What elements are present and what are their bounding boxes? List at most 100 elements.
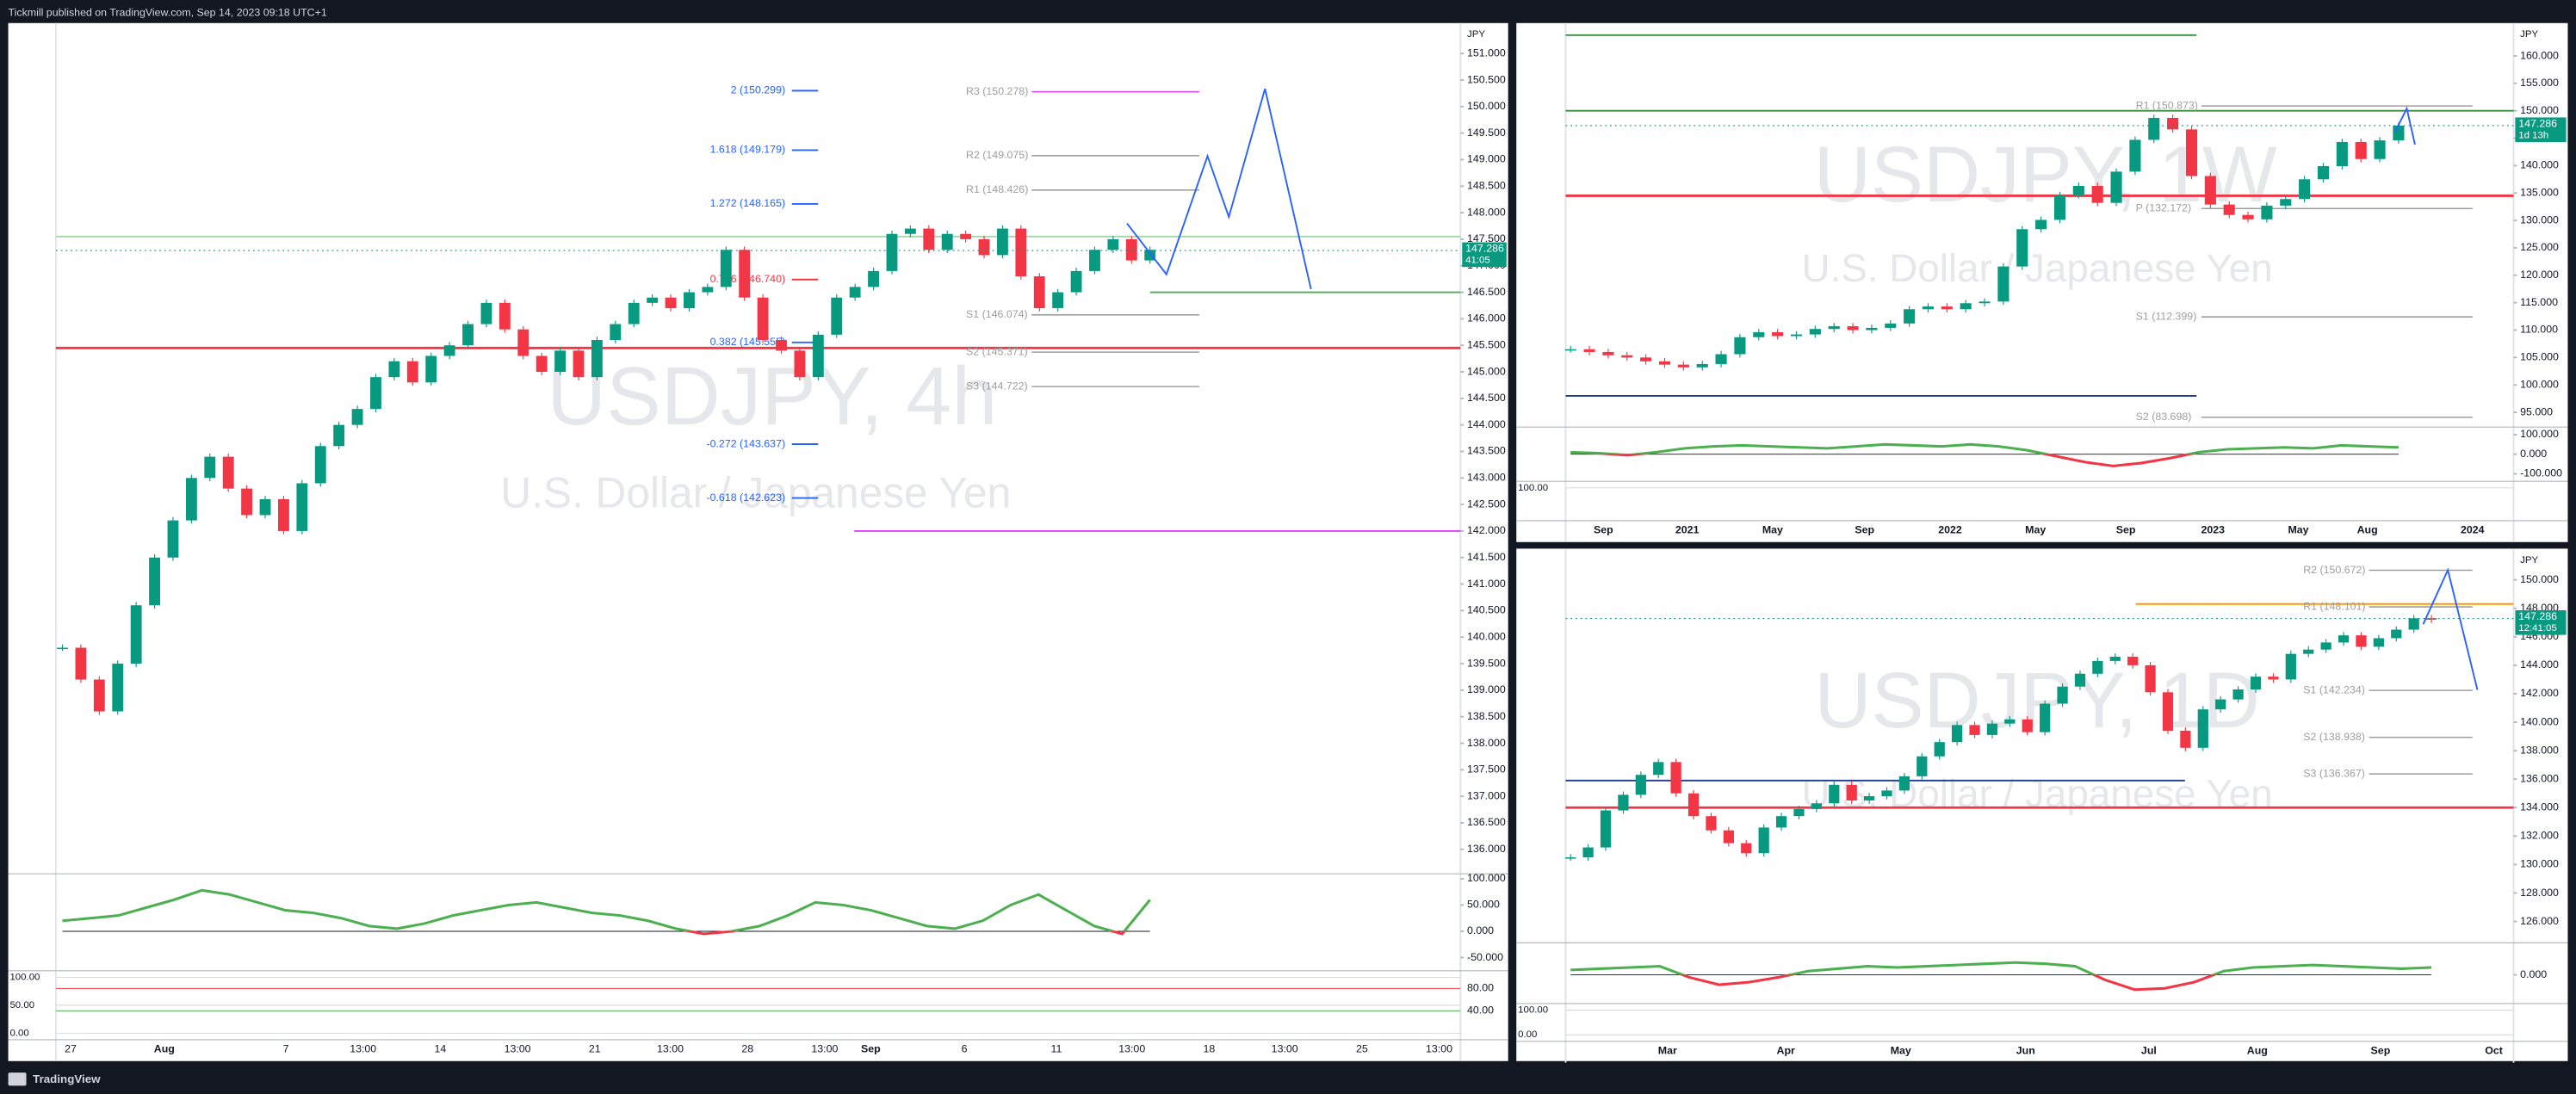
- candle: [443, 345, 455, 356]
- y-tick-label: 137.500: [1467, 763, 1506, 776]
- candle: [1828, 326, 1840, 330]
- y-tick-label: 149.500: [1467, 127, 1506, 139]
- candle: [554, 350, 567, 373]
- candle: [978, 238, 990, 256]
- candle: [941, 233, 953, 250]
- candle: [2072, 185, 2084, 195]
- pivot-label: S2 (145.371): [966, 345, 1028, 357]
- osc-tick-label: 0.000: [2520, 968, 2547, 980]
- x-tick-label: Aug: [2357, 524, 2378, 536]
- stoch-tick-label: 100.00: [1518, 1005, 1548, 1016]
- y-tick-label: 138.000: [2520, 744, 2559, 756]
- candle: [1600, 810, 1612, 848]
- candle: [2261, 205, 2273, 219]
- candle: [757, 297, 769, 341]
- candle: [2268, 677, 2279, 680]
- pivot-label: S1 (112.399): [2136, 310, 2197, 322]
- candle: [1847, 326, 1859, 331]
- candle: [849, 287, 861, 298]
- currency-label: JPY: [2520, 555, 2538, 566]
- candle: [167, 520, 179, 558]
- x-tick-label: Sep: [1594, 524, 1613, 536]
- candle: [2110, 171, 2122, 203]
- candle: [2040, 703, 2051, 732]
- x-tick-label: 2024: [2461, 524, 2485, 536]
- candle: [351, 409, 363, 425]
- candle: [2148, 117, 2160, 140]
- projection-path: [2394, 106, 2416, 145]
- x-tick-label: 6: [962, 1043, 968, 1055]
- pivot-label: R1 (148.101): [2303, 600, 2365, 612]
- x-tick-label: Aug: [154, 1043, 175, 1055]
- candle: [1715, 354, 1727, 364]
- y-tick-label: 136.000: [1467, 843, 1506, 855]
- candle: [2232, 689, 2244, 700]
- candle: [1723, 830, 1734, 844]
- y-tick-label: 150.000: [1467, 100, 1506, 112]
- panel-bg: [1516, 22, 2568, 542]
- candle: [886, 233, 898, 271]
- x-tick-label: 2023: [2201, 524, 2226, 536]
- candle: [1033, 276, 1045, 309]
- candle: [1706, 816, 1717, 831]
- candle: [2285, 653, 2296, 680]
- x-tick-label: 18: [1204, 1043, 1216, 1055]
- candle: [1898, 776, 1910, 791]
- y-tick-label: 149.000: [1467, 153, 1506, 165]
- x-tick-label: 11: [1051, 1043, 1062, 1055]
- candle: [1565, 857, 1576, 859]
- candle: [2145, 664, 2156, 693]
- y-tick-label: 147.500: [1467, 232, 1506, 244]
- y-tick-label: 143.000: [1467, 472, 1506, 484]
- watermark-description: U.S. Dollar / Japanese Yen: [1802, 246, 2273, 290]
- y-tick-label: 141.000: [1467, 578, 1506, 590]
- x-tick-label: 13:00: [350, 1043, 376, 1055]
- oscillator-line: [1570, 442, 2399, 467]
- y-tick-label: 140.000: [2520, 715, 2559, 727]
- candle: [1753, 332, 1765, 337]
- y-tick-label: 134.000: [2520, 801, 2559, 813]
- currency-label: JPY: [2520, 29, 2538, 40]
- pivot-label: R1 (150.873): [2136, 99, 2198, 111]
- candle: [1934, 742, 1945, 757]
- candle: [1863, 796, 1875, 800]
- y-tick-label: 132.000: [2520, 830, 2559, 842]
- candle: [536, 355, 548, 373]
- last-price-label: 147.286: [1465, 242, 1504, 254]
- pivot-label: R3 (150.278): [966, 85, 1028, 97]
- last-price-label: 147.286: [2518, 610, 2557, 622]
- candle: [1969, 725, 1980, 735]
- candle: [204, 456, 216, 479]
- candle: [702, 287, 714, 293]
- candle: [2127, 656, 2139, 665]
- candle: [2167, 117, 2179, 130]
- x-tick-label: 13:00: [657, 1043, 684, 1055]
- candle: [1618, 794, 1629, 811]
- candle: [610, 324, 622, 341]
- y-tick-label: 130.000: [2520, 858, 2559, 870]
- y-tick-label: 160.000: [2520, 49, 2559, 61]
- x-tick-label: Sep: [1855, 524, 1874, 536]
- osc-tick-label: 100.000: [1467, 872, 1506, 884]
- candle: [1670, 762, 1681, 794]
- y-tick-label: 120.000: [2520, 269, 2559, 281]
- y-tick-label: 139.000: [1467, 683, 1506, 695]
- candle: [2355, 142, 2367, 159]
- candle: [904, 228, 916, 234]
- x-tick-label: May: [2025, 524, 2046, 536]
- fib-label: -0.272 (143.637): [706, 437, 785, 449]
- pivot-label: R1 (148.426): [966, 183, 1028, 195]
- y-tick-label: 144.000: [1467, 418, 1506, 430]
- candle: [1734, 337, 1746, 355]
- y-tick-label: 150.500: [1467, 73, 1506, 85]
- x-tick-label: 13:00: [1426, 1043, 1452, 1055]
- fib-label: 2 (150.299): [731, 84, 785, 96]
- candle: [406, 361, 418, 383]
- candle: [1052, 292, 1064, 309]
- candle: [665, 297, 677, 309]
- candle: [2391, 629, 2402, 639]
- candle: [2373, 638, 2384, 647]
- candle: [684, 292, 695, 309]
- candle: [2162, 692, 2174, 731]
- candle: [591, 340, 603, 378]
